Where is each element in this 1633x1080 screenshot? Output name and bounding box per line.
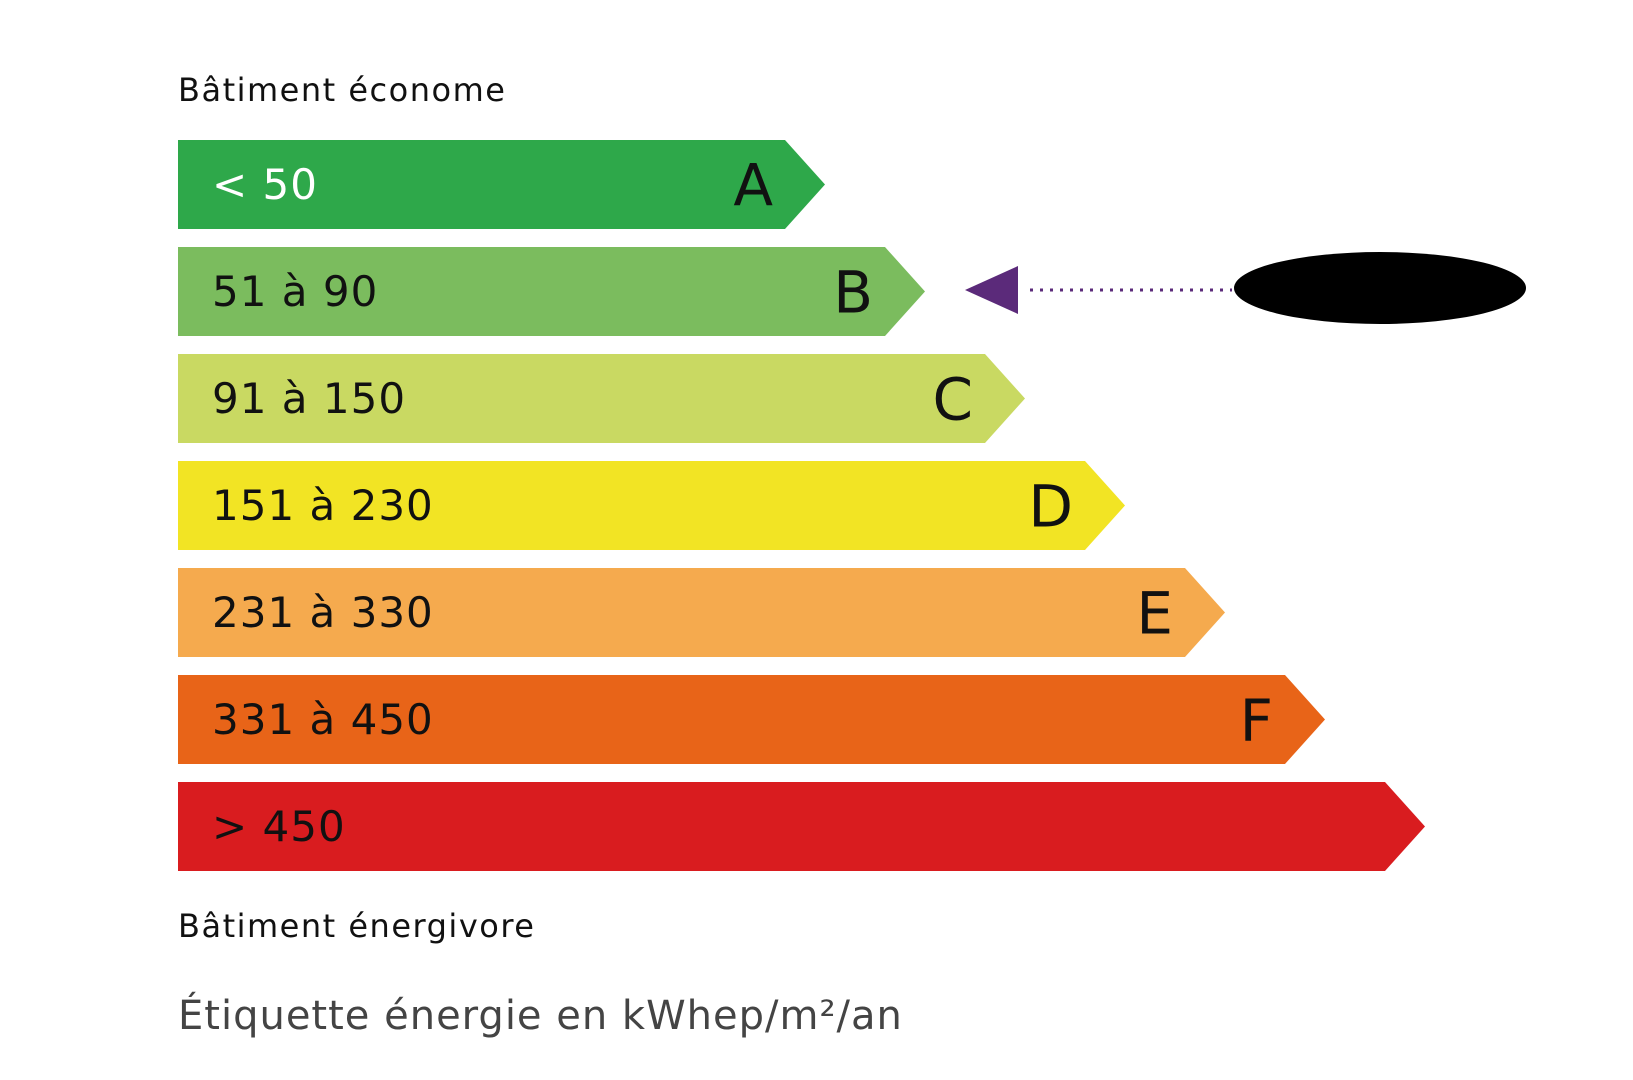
class-range: 51 à 90 (212, 267, 378, 316)
class-letter: D (1028, 473, 1073, 541)
class-range: > 450 (212, 802, 346, 851)
class-letter: E (1136, 580, 1173, 648)
bottom-label: Bâtiment énergivore (178, 907, 535, 945)
class-range: 91 à 150 (212, 374, 406, 423)
class-letter: F (1240, 687, 1273, 755)
class-bar (178, 247, 925, 336)
class-letter: A (733, 152, 773, 220)
class-range: 231 à 330 (212, 588, 434, 637)
class-bar (178, 140, 825, 229)
class-bar (178, 461, 1125, 550)
class-bar (178, 354, 1025, 443)
top-label: Bâtiment économe (178, 71, 506, 109)
indicator (965, 252, 1526, 324)
redacted (1234, 252, 1526, 324)
class-bar (178, 675, 1325, 764)
class-bar (178, 782, 1425, 871)
class-range: < 50 (212, 160, 318, 209)
class-letter: B (833, 259, 873, 327)
caption: Étiquette énergie en kWhep/m²/an (178, 991, 903, 1039)
class-letter: C (933, 366, 974, 434)
class-range: 151 à 230 (212, 481, 434, 530)
indicator-arrow (965, 266, 1018, 314)
class-range: 331 à 450 (212, 695, 434, 744)
class-bar (178, 568, 1225, 657)
